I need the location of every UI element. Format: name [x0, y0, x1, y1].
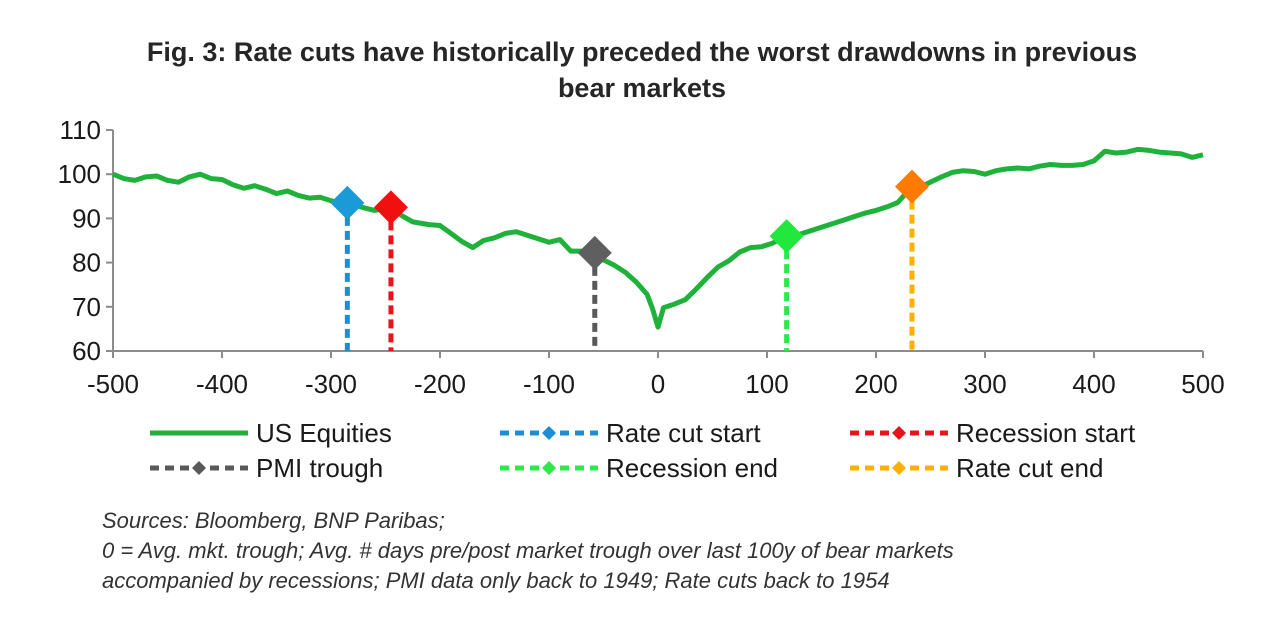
legend-marker — [542, 461, 556, 475]
chart-title: Fig. 3: Rate cuts have historically prec… — [0, 34, 1284, 106]
note-line-2: 0 = Avg. mkt. trough; Avg. # days pre/po… — [102, 538, 954, 563]
note-line-3: accompanied by recessions; PMI data only… — [102, 568, 890, 593]
y-tick-label: 70 — [72, 292, 101, 322]
x-tick-label: 0 — [651, 369, 665, 399]
y-tick-label: 60 — [72, 336, 101, 366]
x-tick-label: 100 — [745, 369, 788, 399]
x-tick-label: -100 — [523, 369, 575, 399]
legend-label: Recession end — [606, 453, 778, 483]
event-marker — [577, 235, 612, 270]
x-tick-label: 200 — [854, 369, 897, 399]
legend-marker — [192, 461, 206, 475]
chart-title-line-1: Fig. 3: Rate cuts have historically prec… — [146, 37, 1138, 67]
legend-marker — [892, 461, 906, 475]
legend-label: US Equities — [256, 418, 392, 448]
legend-label: Recession start — [956, 418, 1136, 448]
x-tick-label: -400 — [196, 369, 248, 399]
chart-canvas: 60 70 80 90 100 110 -500 -400 -300 -200 -100 0 100 20… — [58, 115, 1225, 483]
axes: 60 70 80 90 100 110 -500 -400 -300 -200 -100 0 100 20… — [58, 115, 1225, 399]
legend-marker — [542, 426, 556, 440]
event-marker — [330, 185, 365, 220]
legend-label: Rate cut start — [606, 418, 761, 448]
x-tick-label: 400 — [1072, 369, 1115, 399]
series-lines — [112, 146, 1204, 330]
x-tick-label: 300 — [963, 369, 1006, 399]
event-marker — [373, 190, 408, 225]
chart-notes: Sources: Bloomberg, BNP Paribas; 0 = Avg… — [102, 506, 1252, 596]
y-tick-label: 110 — [60, 115, 101, 145]
y-tick-label: 90 — [72, 203, 101, 233]
x-tick-label: -500 — [87, 369, 139, 399]
legend-label: Rate cut end — [956, 453, 1103, 483]
chart-title-line-2: bear markets — [557, 73, 727, 103]
note-sources: Sources: Bloomberg, BNP Paribas; — [102, 508, 445, 533]
series-line-us-equities — [112, 146, 1204, 330]
legend-marker — [892, 426, 906, 440]
event-markers — [330, 169, 929, 270]
event-lines — [344, 186, 915, 351]
legend: US Equities Rate cut start Recession start… — [150, 418, 1136, 483]
legend-label: PMI trough — [256, 453, 383, 483]
x-tick-label: -300 — [305, 369, 357, 399]
x-tick-label: 500 — [1181, 369, 1224, 399]
event-marker — [894, 169, 929, 204]
y-tick-label: 80 — [72, 248, 101, 278]
y-tick-label: 100 — [58, 159, 101, 189]
event-marker — [769, 219, 804, 254]
x-tick-label: -200 — [414, 369, 466, 399]
